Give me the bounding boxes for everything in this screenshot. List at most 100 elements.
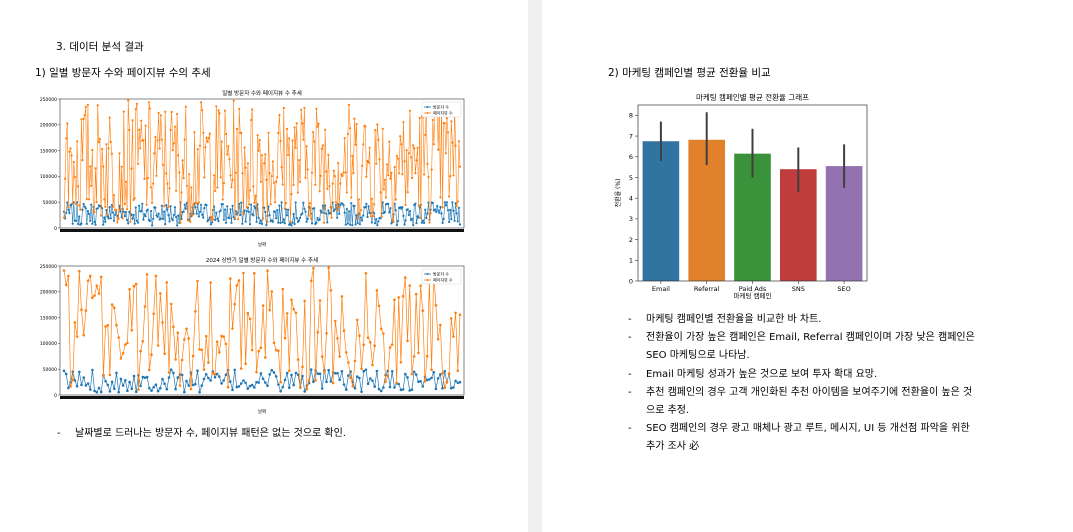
- data-point: [336, 372, 339, 375]
- data-point: [154, 383, 158, 386]
- data-point: [112, 219, 116, 222]
- data-point: [312, 267, 315, 270]
- data-point: [351, 385, 355, 388]
- data-point: [431, 201, 434, 205]
- data-point: [380, 215, 383, 218]
- data-point: [195, 212, 198, 215]
- data-point: [203, 176, 206, 179]
- data-point: [425, 354, 429, 358]
- y-tick-label: 1: [629, 257, 633, 265]
- data-point: [64, 372, 68, 376]
- data-point: [218, 375, 221, 378]
- data-point: [248, 223, 252, 226]
- data-point: [152, 182, 155, 185]
- data-point: [182, 210, 185, 213]
- data-point: [309, 217, 313, 220]
- data-point: [196, 369, 199, 372]
- data-point: [242, 271, 245, 275]
- data-point: [353, 204, 356, 207]
- data-point: [406, 208, 409, 211]
- data-point: [290, 373, 293, 377]
- data-point: [303, 390, 307, 393]
- y-tick-label: 0: [629, 277, 633, 285]
- sub-heading-campaign-conversion: 2) 마케팅 캠페인별 평균 전환율 비교: [608, 67, 771, 79]
- data-point: [99, 275, 103, 279]
- data-point: [250, 348, 254, 352]
- data-point: [382, 188, 385, 191]
- data-point: [99, 214, 103, 217]
- data-point: [279, 380, 282, 384]
- bullet-text: SEO 캠페인의 경우 광고 매체나 광고 루트, 메시지, UI 등 개선점 …: [646, 423, 970, 434]
- data-point: [117, 390, 120, 394]
- data-point: [272, 181, 276, 184]
- data-point: [75, 385, 79, 388]
- data-point: [256, 203, 259, 206]
- data-point: [244, 381, 247, 385]
- data-point: [126, 208, 129, 211]
- data-point: [93, 389, 96, 393]
- data-point: [84, 105, 87, 109]
- data-point: [242, 212, 245, 215]
- data-point: [437, 209, 440, 212]
- data-point: [78, 204, 81, 207]
- data-point: [135, 219, 138, 222]
- data-point: [421, 309, 425, 312]
- data-point: [104, 205, 107, 208]
- data-point: [366, 382, 370, 386]
- data-point: [306, 217, 309, 220]
- data-point: [368, 146, 371, 149]
- data-point: [410, 372, 414, 376]
- data-point: [104, 325, 107, 328]
- data-point: [112, 194, 116, 197]
- data-point: [390, 171, 393, 174]
- data-point: [412, 144, 415, 147]
- data-point: [72, 161, 75, 164]
- y-tick-label: 8: [629, 112, 633, 120]
- data-point: [277, 349, 280, 353]
- data-point: [124, 211, 128, 214]
- data-point: [67, 386, 70, 390]
- data-point: [443, 370, 447, 373]
- x-tick-label: SNS: [792, 285, 805, 293]
- data-point: [458, 380, 462, 384]
- data-point: [320, 387, 324, 390]
- y-tick-label: 4: [629, 194, 633, 202]
- data-point: [197, 215, 200, 218]
- data-point: [369, 377, 372, 380]
- data-point: [161, 217, 165, 220]
- legend-label: 방문자 수: [433, 271, 449, 277]
- data-point: [83, 205, 86, 208]
- y-tick-label: 5: [629, 174, 633, 182]
- data-point: [349, 223, 352, 226]
- legend-marker: [426, 279, 429, 281]
- data-point: [427, 175, 430, 179]
- data-point: [277, 131, 280, 135]
- data-point: [209, 218, 212, 221]
- data-point: [417, 380, 420, 383]
- data-point: [278, 204, 281, 207]
- data-point: [395, 223, 398, 227]
- data-point: [141, 202, 144, 205]
- data-point: [426, 162, 429, 165]
- data-point: [215, 340, 219, 344]
- data-point: [350, 196, 353, 199]
- data-point: [234, 210, 237, 213]
- data-point: [344, 171, 347, 174]
- data-point: [436, 204, 439, 208]
- data-point: [85, 222, 88, 225]
- bullet-dash: -: [628, 387, 632, 398]
- data-point: [161, 377, 164, 381]
- data-point: [155, 174, 158, 177]
- data-point: [381, 201, 384, 204]
- data-point: [76, 140, 79, 143]
- data-point: [399, 135, 402, 138]
- data-point: [138, 204, 141, 207]
- data-point: [165, 172, 168, 175]
- data-point: [318, 299, 322, 302]
- data-point: [68, 212, 71, 215]
- data-point: [345, 208, 348, 211]
- data-point: [362, 143, 365, 146]
- data-point: [269, 203, 272, 206]
- data-point: [282, 218, 285, 221]
- data-point: [334, 201, 338, 204]
